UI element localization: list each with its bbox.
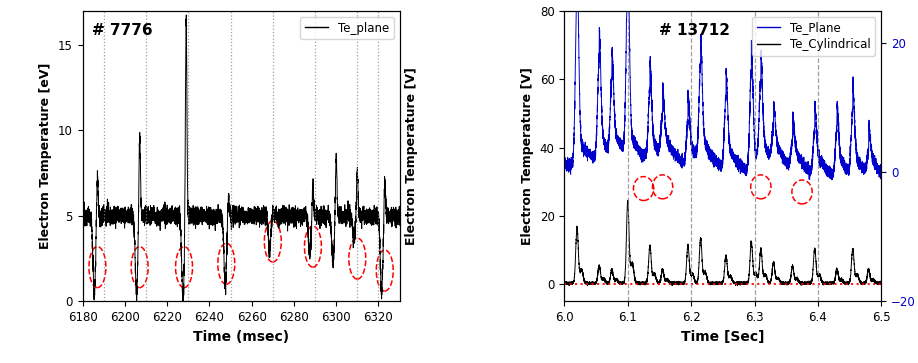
Te_Plane [575, 121, 586, 125]
Te_Plane [794, 154, 805, 158]
Legend: Te_plane: Te_plane [300, 17, 394, 39]
X-axis label: Time [Sec]: Time [Sec] [681, 330, 765, 343]
Line: Te_Plane: Te_Plane [565, 11, 881, 180]
Te_Cylindrical [575, 270, 586, 275]
Te_Cylindrical [622, 198, 633, 203]
Te_Plane [674, 158, 685, 162]
Text: # 13712: # 13712 [659, 23, 731, 37]
Te_Cylindrical [811, 264, 822, 268]
Te_Cylindrical [674, 281, 685, 285]
Te_Cylindrical [746, 245, 757, 250]
Y-axis label: Electron Temperature [V]: Electron Temperature [V] [405, 67, 418, 245]
Text: # 7776: # 7776 [92, 23, 152, 37]
Te_Plane [746, 48, 757, 52]
Te_Plane [571, 9, 582, 13]
Te_Cylindrical [559, 282, 570, 286]
Y-axis label: Electron Temperature [eV]: Electron Temperature [eV] [39, 63, 52, 249]
Y-axis label: Electron Temperature [V]: Electron Temperature [V] [521, 67, 534, 245]
Te_Cylindrical [760, 274, 771, 278]
Legend: Te_Plane, Te_Cylindrical: Te_Plane, Te_Cylindrical [752, 17, 876, 56]
Te_Cylindrical [666, 284, 677, 288]
Line: Te_Cylindrical: Te_Cylindrical [565, 200, 881, 286]
Te_Cylindrical [794, 280, 805, 285]
Te_Cylindrical [876, 282, 887, 286]
X-axis label: Time (msec): Time (msec) [193, 330, 289, 343]
Te_Plane [826, 178, 837, 182]
Te_Plane [760, 148, 771, 152]
Te_Plane [811, 120, 822, 125]
Te_Plane [559, 162, 570, 166]
Te_Plane [876, 172, 887, 176]
